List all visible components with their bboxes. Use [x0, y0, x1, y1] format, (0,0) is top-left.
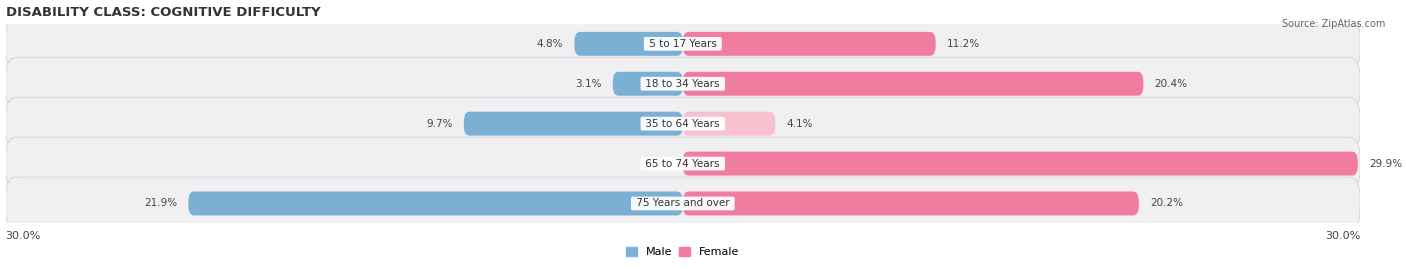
FancyBboxPatch shape [683, 112, 775, 136]
FancyBboxPatch shape [575, 32, 683, 56]
Text: 3.1%: 3.1% [575, 79, 602, 89]
Legend: Male, Female: Male, Female [621, 242, 744, 262]
FancyBboxPatch shape [188, 192, 683, 215]
Text: 11.2%: 11.2% [946, 39, 980, 49]
Text: 21.9%: 21.9% [143, 199, 177, 208]
FancyBboxPatch shape [6, 97, 1360, 150]
Text: 20.4%: 20.4% [1154, 79, 1188, 89]
Text: 4.1%: 4.1% [786, 119, 813, 129]
Text: 9.7%: 9.7% [426, 119, 453, 129]
FancyBboxPatch shape [683, 192, 1139, 215]
Text: 5 to 17 Years: 5 to 17 Years [645, 39, 720, 49]
Text: DISABILITY CLASS: COGNITIVE DIFFICULTY: DISABILITY CLASS: COGNITIVE DIFFICULTY [6, 6, 321, 19]
Text: 18 to 34 Years: 18 to 34 Years [643, 79, 723, 89]
FancyBboxPatch shape [6, 17, 1360, 70]
Text: 30.0%: 30.0% [6, 231, 41, 241]
Text: 35 to 64 Years: 35 to 64 Years [643, 119, 723, 129]
FancyBboxPatch shape [613, 72, 683, 96]
FancyBboxPatch shape [464, 112, 683, 136]
Text: 29.9%: 29.9% [1369, 158, 1402, 169]
Text: 30.0%: 30.0% [1324, 231, 1360, 241]
FancyBboxPatch shape [683, 72, 1143, 96]
Text: 20.2%: 20.2% [1150, 199, 1182, 208]
FancyBboxPatch shape [683, 32, 935, 56]
Text: 4.8%: 4.8% [537, 39, 564, 49]
Text: 65 to 74 Years: 65 to 74 Years [643, 158, 723, 169]
Text: 0.0%: 0.0% [645, 158, 672, 169]
Text: 75 Years and over: 75 Years and over [633, 199, 733, 208]
Text: Source: ZipAtlas.com: Source: ZipAtlas.com [1281, 19, 1385, 29]
FancyBboxPatch shape [683, 152, 1358, 176]
FancyBboxPatch shape [6, 57, 1360, 110]
FancyBboxPatch shape [6, 137, 1360, 190]
FancyBboxPatch shape [6, 177, 1360, 230]
